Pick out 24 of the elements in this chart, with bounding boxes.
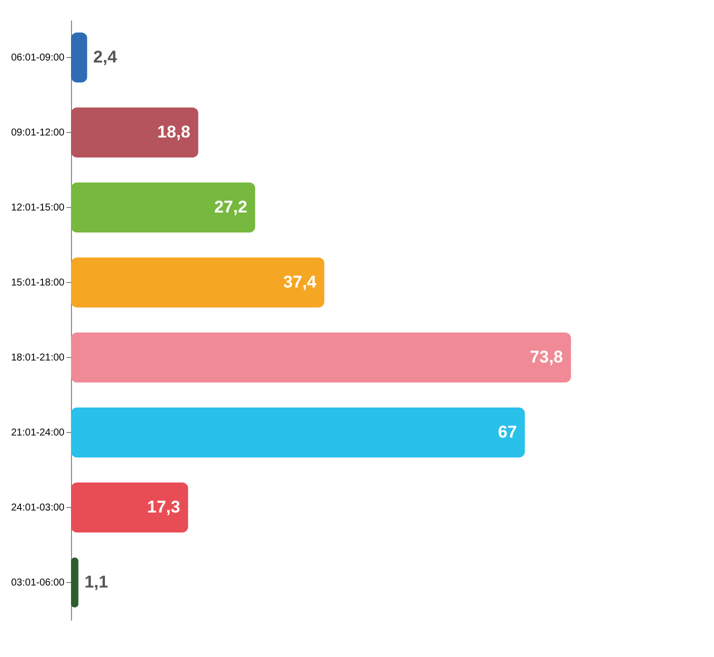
y-tick-label: 09:01-12:00	[11, 128, 65, 138]
data-label: 27,2	[214, 198, 248, 216]
y-tick-label: 06:01-09:00	[11, 52, 65, 64]
y-tick-label: 15:01-18:00	[11, 278, 65, 288]
y-tick-label: 18:01-21:00	[11, 352, 65, 364]
y-tick-label: 21:01-24:00	[11, 428, 65, 438]
bar	[71, 558, 78, 608]
bar	[71, 182, 256, 232]
y-tick-label: 12:01-15:00	[11, 202, 65, 214]
data-label: 67	[498, 422, 517, 442]
data-label: 37,4	[283, 272, 317, 292]
data-label: 17,3	[147, 498, 180, 516]
y-tick-label: 24:01-03:00	[11, 502, 65, 514]
bar	[71, 258, 324, 308]
bar	[71, 108, 198, 158]
data-label: 2,4	[93, 48, 118, 66]
bar	[71, 408, 525, 458]
bar	[71, 32, 88, 82]
y-tick-label: 03:01-06:00	[11, 578, 65, 588]
bar	[71, 482, 188, 532]
data-label: 73,8	[530, 348, 563, 366]
bar	[71, 332, 571, 382]
data-label: 18,8	[157, 122, 190, 142]
data-label: 1,1	[84, 572, 108, 592]
